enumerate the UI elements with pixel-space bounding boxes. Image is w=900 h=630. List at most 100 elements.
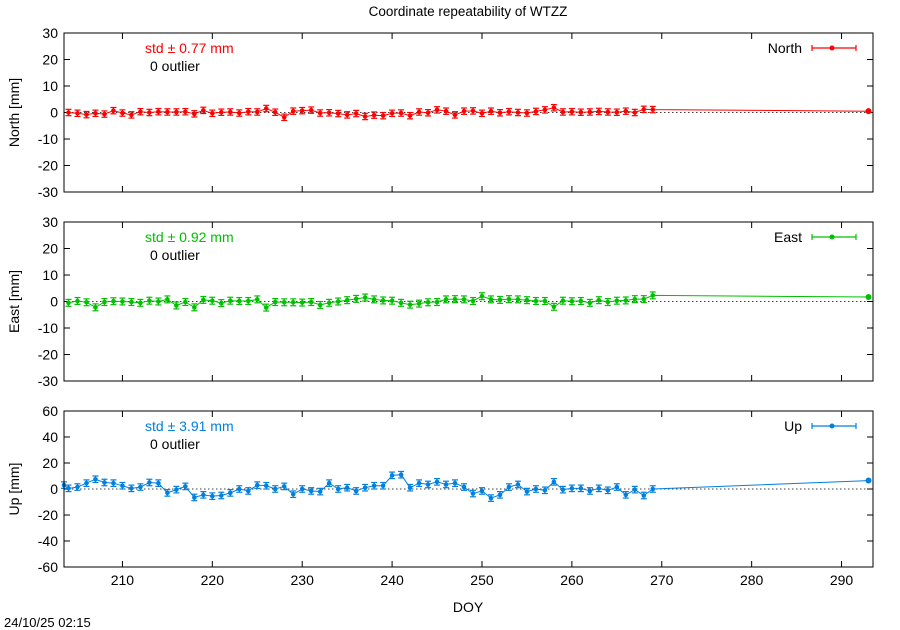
y-tick-label: 60 [42, 403, 58, 419]
x-tick-label: 250 [470, 572, 494, 588]
data-point [587, 488, 593, 494]
data-point [587, 109, 593, 115]
y-tick-label: -40 [38, 533, 58, 549]
y-tick-label: 30 [42, 214, 58, 230]
y-axis-label: East [mm] [6, 270, 22, 333]
data-point [245, 298, 251, 304]
data-point [461, 108, 467, 114]
y-tick-label: -10 [38, 320, 58, 336]
legend-label-north: North [768, 40, 802, 56]
x-tick-label: 240 [380, 572, 404, 588]
data-point [227, 298, 233, 304]
data-point [632, 487, 638, 492]
data-point [605, 109, 611, 115]
data-point [308, 299, 314, 305]
data-point [174, 303, 179, 308]
data-point [614, 298, 620, 304]
data-point [506, 484, 512, 490]
data-point [299, 300, 305, 305]
data-point [443, 108, 449, 114]
data-point [596, 486, 602, 491]
data-point [66, 300, 71, 306]
data-point [416, 480, 422, 486]
data-point [219, 493, 224, 498]
y-tick-label: 20 [42, 455, 58, 471]
data-point [201, 492, 206, 498]
data-point [533, 486, 539, 492]
data-point [66, 486, 71, 491]
data-point [75, 298, 80, 304]
data-point [362, 295, 368, 300]
data-point [488, 297, 494, 302]
data-point [407, 113, 413, 118]
data-point [865, 108, 872, 115]
data-point [560, 109, 566, 115]
data-point [398, 300, 404, 306]
data-point [371, 483, 377, 489]
data-point [380, 298, 386, 303]
x-tick-label: 230 [291, 572, 315, 588]
data-point [614, 484, 620, 490]
y-tick-label: 40 [42, 429, 58, 445]
data-point [290, 491, 296, 497]
y-tick-label: -20 [38, 158, 58, 174]
data-point [353, 296, 359, 302]
data-point [156, 480, 161, 486]
data-point [479, 488, 485, 494]
data-point [335, 299, 341, 304]
data-point [102, 299, 107, 305]
data-point [497, 110, 503, 116]
data-point [362, 485, 368, 491]
data-point [201, 297, 206, 303]
data-point [165, 109, 170, 115]
data-point [650, 107, 656, 112]
y-tick-label: 0 [50, 294, 58, 310]
data-point [272, 486, 278, 492]
std-label: std ± 0.92 mm [145, 229, 234, 245]
data-point [183, 484, 188, 489]
y-tick-label: -30 [38, 373, 58, 389]
data-point [165, 490, 170, 496]
data-point [443, 297, 449, 302]
y-tick-label: 20 [42, 241, 58, 257]
data-point [542, 488, 548, 493]
data-point [111, 108, 116, 113]
data-point [587, 300, 593, 306]
y-tick-label: -10 [38, 131, 58, 147]
data-point [210, 298, 215, 304]
data-point [254, 482, 260, 488]
data-point [129, 486, 134, 491]
data-point [281, 299, 287, 305]
outlier-label: 0 outlier [150, 436, 200, 452]
data-point [398, 110, 404, 116]
outlier-label: 0 outlier [150, 247, 200, 263]
data-point [533, 298, 539, 304]
y-tick-label: -20 [38, 507, 58, 523]
panel-north: -30 -20 -10 0 10 20 30 North [mm] std ± 0.77 mm 0… [6, 25, 874, 200]
data-point [129, 112, 134, 118]
data-point [147, 110, 152, 115]
data-point [254, 297, 260, 302]
data-point [147, 480, 152, 485]
data-point [434, 107, 440, 113]
data-point [470, 108, 476, 114]
data-point [344, 297, 350, 303]
data-point [84, 299, 89, 305]
data-point [102, 480, 107, 485]
x-tick-label: 270 [650, 572, 674, 588]
data-point [560, 487, 566, 492]
data-point [353, 488, 359, 494]
data-point [470, 298, 476, 304]
data-point [236, 298, 242, 304]
data-point [254, 109, 260, 115]
y-tick-label: -60 [38, 559, 58, 575]
data-point [524, 110, 530, 116]
legend-label-up: Up [784, 418, 802, 434]
data-point [623, 108, 629, 114]
data-point [542, 298, 548, 304]
data-point [362, 114, 368, 119]
panel-up: -60 -40 -20 0 20 40 60 210 220 230 240 250 260 270 280… [6, 403, 874, 588]
data-point [93, 476, 98, 482]
data-point [272, 109, 278, 115]
data-point [174, 487, 179, 492]
